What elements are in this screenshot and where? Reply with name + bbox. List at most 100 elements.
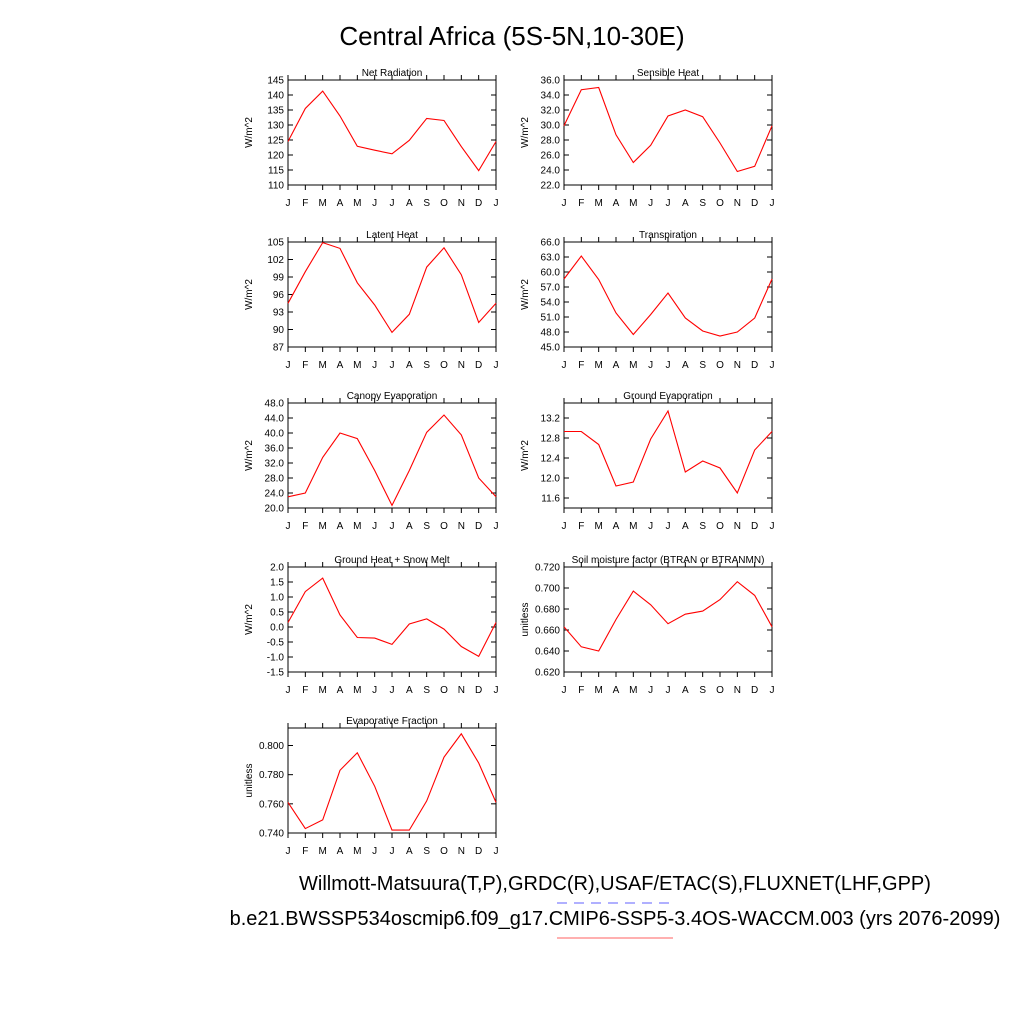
x-tick-label: M xyxy=(594,360,602,371)
x-tick-label: S xyxy=(423,846,430,857)
x-tick-label: D xyxy=(751,685,758,696)
panel-transpiration: Transpiration W/m^2 45.0 48.0 51.0 54.0 57.0 60… xyxy=(520,230,775,371)
panel-canopy-evaporation: Canopy Evaporation W/m^2 20.0 24.0 28.0 32.0 3… xyxy=(244,391,499,532)
y-axis-label: unitless xyxy=(244,764,255,798)
x-tick-label: J xyxy=(494,360,499,371)
x-tick-label: F xyxy=(302,685,308,696)
series-line-sensible-heat xyxy=(563,86,773,173)
y-tick-label: 22.0 xyxy=(541,181,561,192)
x-tick-label: O xyxy=(440,198,448,209)
panel-title: Ground Heat + Snow Melt xyxy=(334,555,450,566)
x-tick-label: O xyxy=(716,521,724,532)
x-tick-label: J xyxy=(494,846,499,857)
x-tick-label: F xyxy=(578,198,584,209)
panel-title: Transpiration xyxy=(639,230,697,241)
panel-title: Canopy Evaporation xyxy=(347,391,438,402)
y-tick-label: -1.0 xyxy=(267,653,285,664)
x-tick-label: A xyxy=(682,360,689,371)
panel-net-radiation: Net Radiation W/m^2 110 115 120 125 130 135 140 1… xyxy=(244,68,499,209)
y-tick-label: 0.640 xyxy=(535,647,560,658)
y-tick-label: 0.800 xyxy=(259,741,284,752)
x-tick-label: M xyxy=(318,521,326,532)
y-tick-label: 13.2 xyxy=(541,414,561,425)
x-tick-label: O xyxy=(716,685,724,696)
y-tick-label: 28.0 xyxy=(541,136,561,147)
series-line-soil-moisture-factor-btran-or-btranmn xyxy=(563,580,773,652)
y-axis-label: W/m^2 xyxy=(520,117,531,148)
y-tick-label: 115 xyxy=(268,166,284,177)
x-tick-label: J xyxy=(562,521,567,532)
y-axis-label: W/m^2 xyxy=(520,440,531,471)
x-tick-label: N xyxy=(734,198,741,209)
x-tick-label: S xyxy=(423,521,430,532)
x-tick-label: A xyxy=(337,521,344,532)
y-tick-label: 125 xyxy=(267,136,284,147)
y-tick-label: 32.0 xyxy=(265,459,285,470)
y-axis-label: unitless xyxy=(520,603,531,637)
y-tick-label: 130 xyxy=(267,121,284,132)
x-tick-label: D xyxy=(475,846,482,857)
series-line-latent-heat xyxy=(287,241,497,334)
plot-frame xyxy=(287,79,497,186)
y-tick-label: 40.0 xyxy=(265,429,285,440)
y-tick-label: 63.0 xyxy=(541,253,561,264)
x-tick-label: J xyxy=(494,198,499,209)
y-tick-label: 87 xyxy=(273,343,285,354)
x-tick-label: M xyxy=(318,198,326,209)
x-tick-label: N xyxy=(458,521,465,532)
x-tick-label: J xyxy=(372,521,377,532)
series-line-evaporative-fraction xyxy=(287,732,497,831)
x-tick-label: J xyxy=(666,521,671,532)
x-tick-label: S xyxy=(423,685,430,696)
y-tick-label: 99 xyxy=(273,273,285,284)
x-tick-label: A xyxy=(613,360,620,371)
x-tick-label: J xyxy=(286,198,291,209)
x-tick-label: N xyxy=(458,846,465,857)
y-axis-label: W/m^2 xyxy=(520,279,531,310)
x-tick-label: J xyxy=(562,360,567,371)
y-tick-label: 0.700 xyxy=(535,584,560,595)
panel-title: Evaporative Fraction xyxy=(346,716,438,727)
x-tick-label: F xyxy=(302,846,308,857)
y-tick-label: 120 xyxy=(267,151,284,162)
series-line-ground-evaporation xyxy=(564,409,773,495)
y-tick-label: 90 xyxy=(273,325,285,336)
x-tick-label: M xyxy=(594,685,602,696)
x-tick-label: A xyxy=(406,846,413,857)
y-tick-label: 45.0 xyxy=(541,343,561,354)
x-tick-label: M xyxy=(353,521,361,532)
y-tick-label: 145 xyxy=(267,76,284,87)
panel-soil-moisture-factor-btran-or-btranmn: Soil moisture factor (BTRAN or BTRANMN) u… xyxy=(520,555,775,696)
x-tick-label: D xyxy=(475,685,482,696)
y-tick-label: 20.0 xyxy=(265,504,285,515)
x-tick-label: A xyxy=(613,198,620,209)
x-tick-label: N xyxy=(734,360,741,371)
x-tick-label: S xyxy=(699,685,706,696)
x-tick-label: S xyxy=(423,360,430,371)
x-tick-label: A xyxy=(337,360,344,371)
y-axis-label: W/m^2 xyxy=(244,604,255,635)
x-tick-label: M xyxy=(353,198,361,209)
x-tick-label: M xyxy=(318,846,326,857)
x-tick-label: D xyxy=(475,521,482,532)
x-tick-label: D xyxy=(751,521,758,532)
x-tick-label: S xyxy=(699,521,706,532)
x-tick-label: A xyxy=(406,198,413,209)
panel-title: Latent Heat xyxy=(366,230,418,241)
panel-title: Ground Evaporation xyxy=(623,391,713,402)
y-tick-label: 140 xyxy=(267,91,284,102)
y-tick-label: 32.0 xyxy=(541,106,561,117)
x-tick-label: J xyxy=(286,685,291,696)
y-tick-label: 54.0 xyxy=(541,298,561,309)
plot-frame xyxy=(563,402,773,509)
x-tick-label: F xyxy=(578,521,584,532)
x-tick-label: O xyxy=(440,521,448,532)
x-tick-label: A xyxy=(337,685,344,696)
x-tick-label: A xyxy=(682,685,689,696)
panel-evaporative-fraction: Evaporative Fraction unitless 0.740 0.760 0.… xyxy=(244,716,499,857)
y-axis-label: W/m^2 xyxy=(244,117,255,148)
x-tick-label: J xyxy=(770,360,775,371)
legend-model-label: b.e21.BWSSP534oscmip6.f09_g17.CMIP6-SSP5… xyxy=(230,908,1001,930)
plot-frame xyxy=(563,241,773,348)
